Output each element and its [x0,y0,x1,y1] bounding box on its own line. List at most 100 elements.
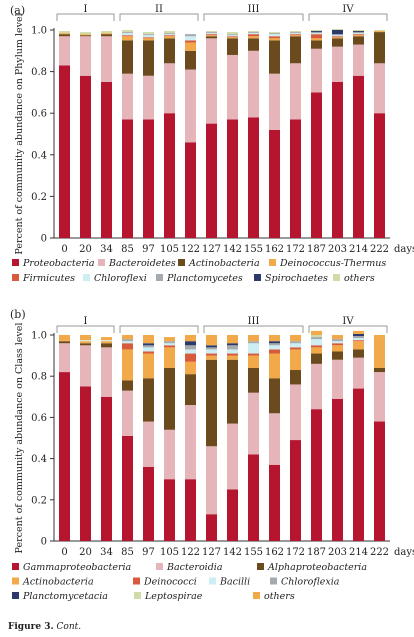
legend-label: Alphaproteobacteria [267,562,367,573]
bar-segment [353,30,364,32]
bar-segment [164,337,175,342]
bar-segment [332,345,343,352]
bar-segment [227,35,238,37]
bar-segment [353,31,364,33]
bar-segment [59,65,70,238]
x-tick-label: 127 [202,244,221,255]
bar-segment [332,341,343,344]
y-tick-label: 0.4 [31,150,47,161]
bar-segment [227,34,238,36]
bar-segment [185,345,196,350]
x-tick-label: 214 [349,244,368,255]
x-tick-label: 172 [286,547,305,558]
legend-swatch [156,274,163,281]
bar-segment [206,349,217,354]
bar-segment [332,37,343,39]
bar-segment [143,421,154,467]
group-label: I [84,4,88,15]
bar-segment [290,384,301,441]
legend-swatch [333,274,340,281]
bar-segment [353,36,364,45]
x-tick-label: 187 [307,547,326,558]
bar-segment [269,343,280,346]
bar-segment [311,345,322,348]
bar-segment [101,36,112,82]
bar-segment [332,36,343,38]
bar-segment [248,367,259,393]
bar-segment [164,429,175,480]
bar-segment [206,33,217,35]
x-tick-label: 203 [328,244,347,255]
bar-segment [122,380,133,391]
x-tick-label: 203 [328,547,347,558]
bar-segment [122,30,133,33]
bar-segment [290,34,301,36]
legend-label: others [344,273,375,284]
bar-segment [311,33,322,35]
bar-segment [374,367,385,373]
bar-segment [290,440,301,541]
legend-swatch [133,577,140,585]
x-tick-label: 105 [160,244,179,255]
bar-segment [227,36,238,38]
x-tick-label: 162 [265,547,284,558]
bar-segment [80,343,91,346]
bar-segment [122,341,133,344]
group-label: IV [342,316,354,327]
bar-segment [143,466,154,541]
bar-segment [185,349,196,354]
bar-segment [164,35,175,37]
bar-segment [248,355,259,368]
group-bracket [56,325,115,333]
bar-segment [122,40,133,74]
group-bracket [119,325,199,333]
bar-segment [59,36,70,66]
legend-label: Bacilli [219,577,250,588]
bar-segment [185,42,196,51]
bar-segment [290,35,301,37]
legend-swatch [257,563,264,570]
bar-segment [227,423,238,490]
bar-segment [311,92,322,239]
x-tick-label: 155 [244,547,263,558]
x-tick-label: 34 [100,244,113,255]
bar-segment [122,335,133,340]
y-tick-label: 0 [41,234,47,245]
legend-swatch [83,274,90,281]
x-tick-label: 122 [181,547,200,558]
group-bracket [308,325,388,333]
bar-segment [143,353,154,379]
bar-segment [143,38,154,41]
bar-segment [143,37,154,39]
bar-segment [269,413,280,465]
bar-segment [80,36,91,76]
bar-segment [122,339,133,342]
bar-segment [311,31,322,33]
bar-segment [164,31,175,34]
bar-segment [143,75,154,120]
bar-segment [353,34,364,36]
bar-segment [59,343,70,373]
bar-segment [143,119,154,238]
bar-segment [311,40,322,49]
bar-segment [353,341,364,350]
bar-segment [227,38,238,55]
bar-segment [143,345,154,348]
x-tick-label: 97 [142,547,155,558]
x-tick-label: 142 [223,547,242,558]
bar-segment [269,40,280,74]
caption-text: Cont. [56,622,82,632]
bar-segment [374,113,385,238]
bar-segment [101,82,112,238]
bar-segment [185,40,196,43]
bar-segment [122,390,133,436]
bar-segment [143,35,154,38]
bar-segment [269,349,280,354]
bar-segment [269,34,280,37]
legend-swatch [209,577,216,585]
bar-segment [290,63,301,120]
bar-segment [143,40,154,76]
legend-label: others [264,591,295,602]
legend-label: Chloroflexia [281,577,340,588]
